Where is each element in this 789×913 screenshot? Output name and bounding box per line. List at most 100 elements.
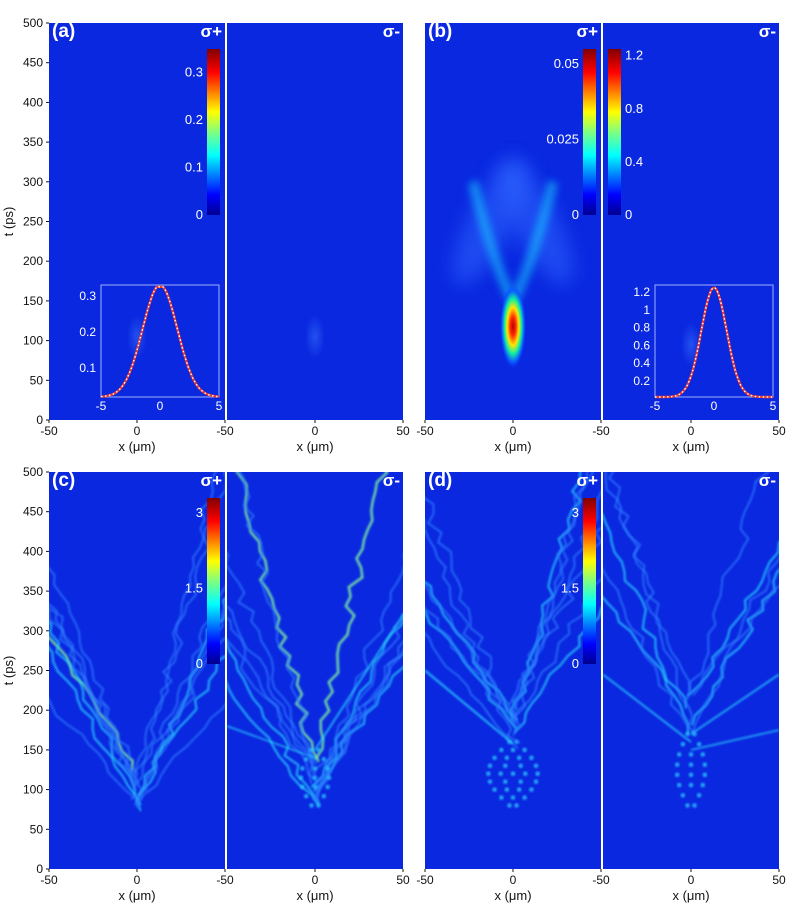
inset-fit-line: [101, 286, 219, 398]
lattice-node: [696, 742, 702, 747]
lattice-node: [510, 747, 516, 753]
x-tick-label: -50: [216, 873, 234, 887]
filament-beam: [130, 586, 225, 800]
lattice-node: [510, 795, 516, 800]
x-tick-label: 0: [510, 873, 517, 887]
x-tick-label: -50: [592, 424, 610, 438]
colorbar-tick-label: 0.4: [625, 154, 643, 169]
colorbar-tick-label: 0.2: [185, 112, 203, 127]
x-tick-label: -50: [40, 873, 58, 887]
x-axis-label: x (μm): [118, 439, 155, 454]
lattice-node: [304, 756, 309, 762]
heatmap-content: [127, 23, 147, 359]
x-axis-label: x (μm): [672, 439, 709, 454]
colorbar: 0 0.4 0.8 1.2: [608, 48, 643, 222]
inset-y-tick-label: 0.8: [633, 321, 650, 335]
lattice-node: [674, 762, 680, 767]
lattice-node: [523, 771, 528, 776]
diagonal-beam: [314, 614, 403, 751]
spin-component-label: σ+: [576, 471, 598, 490]
colorbar-tick-label: 0: [196, 207, 203, 222]
filament-beam: [425, 632, 520, 744]
panel-label: (c): [52, 470, 75, 491]
inset-x-tick-label: -5: [650, 399, 661, 413]
diagonal-beam: [690, 673, 779, 735]
colorbar-tick-label: 0.1: [185, 160, 203, 175]
spin-component-label: σ+: [200, 22, 222, 41]
lattice-node: [518, 763, 523, 768]
heatmap-content: [603, 472, 779, 808]
x-tick-label: -50: [592, 873, 610, 887]
lattice-node: [316, 803, 321, 808]
lattice-node: [533, 779, 539, 784]
lattice-node: [309, 747, 314, 753]
lattice-node: [321, 794, 326, 799]
y-axis-label: t (ps): [1, 656, 16, 686]
filament-beam: [133, 703, 225, 806]
filament-beam: [603, 596, 687, 709]
inset-x-tick-label: 5: [770, 399, 777, 413]
spin-component-label: σ-: [383, 22, 400, 41]
inset-x-tick-label: -5: [96, 399, 107, 413]
lattice-node: [326, 775, 332, 780]
colorbar: 01.53: [185, 498, 220, 671]
inset-y-tick-label: 1: [643, 303, 650, 317]
y-tick-label: 200: [23, 254, 43, 268]
x-axis-label: x (μm): [494, 888, 531, 903]
filament-beam: [604, 472, 691, 701]
lattice-node: [700, 782, 705, 788]
inset-profile: -5 0 5 0.1 0.2 0.3: [79, 284, 223, 413]
x-tick-label: -50: [416, 873, 434, 887]
lattice-node: [529, 755, 534, 761]
colorbar-tick-label: 1.5: [185, 581, 203, 596]
filament-beam: [49, 646, 142, 806]
x-tick-label: -50: [416, 424, 434, 438]
colorbar-tick-label: 1.5: [561, 581, 579, 596]
spin-component-label: σ-: [383, 471, 400, 490]
colorbar-tick-label: 0: [572, 656, 579, 671]
x-tick-label: 50: [396, 873, 410, 887]
y-tick-label: 0: [36, 862, 43, 876]
lattice-node: [522, 747, 527, 753]
y-tick-label: 250: [23, 664, 43, 678]
lattice-node: [688, 762, 694, 767]
lattice-node: [680, 793, 686, 798]
lattice-node: [680, 742, 686, 747]
filament-beam: [49, 698, 140, 802]
y-tick-label: 450: [23, 505, 43, 519]
lattice-node: [312, 766, 318, 771]
diagonal-beam: [227, 725, 316, 759]
filament-beam: [313, 666, 403, 792]
x-axis-label: x (μm): [296, 888, 333, 903]
lattice-node: [298, 775, 304, 780]
x-tick-label: 0: [688, 424, 695, 438]
y-tick-label: 150: [23, 743, 43, 757]
filament-beam: [312, 652, 403, 779]
filament-beam: [235, 472, 320, 763]
y-tick-label: 50: [30, 373, 44, 387]
diagonal-beam: [690, 729, 779, 751]
lattice-node: [535, 771, 540, 776]
filament-beam: [425, 607, 514, 725]
colorbar-tick-label: 0.3: [185, 65, 203, 80]
lattice-node: [688, 752, 694, 757]
lattice-node: [486, 771, 491, 776]
lattice-node: [304, 794, 309, 799]
panel-label: (b): [428, 21, 452, 42]
panel-label: (d): [428, 470, 452, 491]
lattice-node: [522, 795, 527, 800]
filament-beam: [227, 605, 312, 765]
lattice-node: [492, 755, 497, 761]
x-tick-label: 50: [772, 873, 786, 887]
spin-component-label: σ+: [200, 471, 222, 490]
lattice-node: [533, 763, 539, 768]
lattice-node: [504, 787, 510, 792]
beam-source-glow: [305, 314, 325, 359]
lattice-node: [685, 803, 690, 808]
lattice-node: [702, 772, 708, 778]
colorbar-gradient: [207, 49, 220, 215]
panel-label: (a): [52, 21, 75, 42]
filament-beam: [315, 640, 403, 792]
x-tick-label: 0: [134, 873, 141, 887]
